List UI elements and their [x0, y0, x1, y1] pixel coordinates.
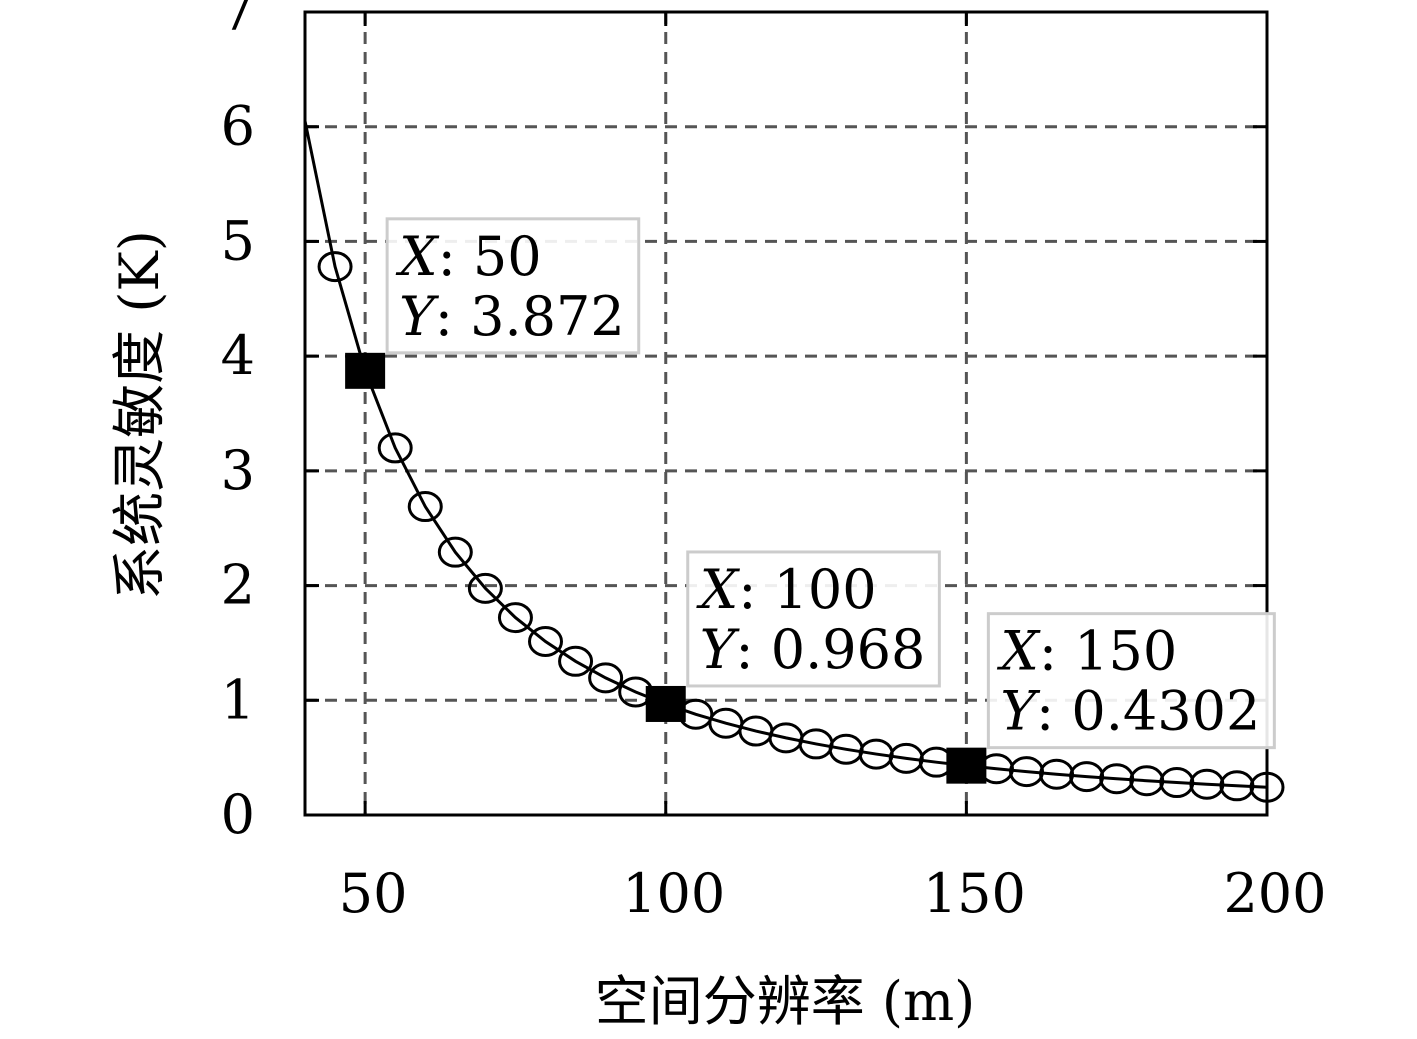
datatip-point	[345, 352, 386, 389]
y-tick-label: 2	[221, 554, 255, 617]
data-marker	[467, 572, 503, 604]
data-marker	[437, 536, 473, 568]
y-tick-label: 3	[221, 439, 255, 502]
x-tick-label: 150	[923, 862, 1026, 925]
y-tick-label: 6	[221, 95, 255, 158]
x-axis-label: 空间分辨率 (m)	[595, 970, 976, 1033]
data-marker	[1009, 756, 1044, 788]
data-marker	[588, 662, 624, 694]
data-marker	[528, 625, 563, 657]
x-tick-label: 100	[622, 862, 725, 925]
data-marker	[558, 645, 594, 677]
datatip-box	[385, 217, 641, 355]
data-marker	[1189, 768, 1225, 800]
datatip-y: Y: 3.872	[399, 285, 625, 348]
x-tick-label: 50	[339, 862, 408, 925]
data-marker	[1249, 771, 1285, 803]
y-tick-label: 7	[221, 0, 255, 43]
data-marker	[1159, 767, 1195, 799]
datatip-point	[645, 685, 686, 722]
y-axis-label: 系统灵敏度 (K)	[108, 230, 171, 600]
data-marker	[317, 251, 353, 283]
datatip-x: X: 100	[696, 558, 877, 621]
datatip-x: X: 150	[996, 620, 1177, 683]
data-marker	[1219, 770, 1255, 802]
x-tick-label: 200	[1223, 862, 1326, 925]
datatip-x: X: 50	[395, 225, 542, 288]
plot-frame	[303, 10, 1269, 817]
datatip: X: 50Y: 3.872	[385, 217, 641, 355]
data-marker	[1039, 758, 1075, 790]
y-tick-label: 4	[221, 324, 255, 387]
datatip-y: Y: 0.968	[700, 618, 926, 681]
data-marker	[407, 491, 443, 523]
data-marker	[1129, 765, 1165, 797]
data-marker	[1099, 763, 1135, 795]
y-tick-label: 0	[221, 783, 255, 846]
datatip-y: Y: 0.4302	[1000, 680, 1260, 743]
datatip-box	[686, 550, 941, 688]
data-marker	[377, 432, 413, 464]
datatip-point	[946, 747, 987, 784]
data-marker	[497, 602, 533, 634]
y-tick-label: 1	[221, 668, 255, 731]
y-tick-label: 5	[221, 209, 255, 272]
datatip-box	[986, 612, 1276, 750]
data-marker	[1069, 761, 1105, 793]
